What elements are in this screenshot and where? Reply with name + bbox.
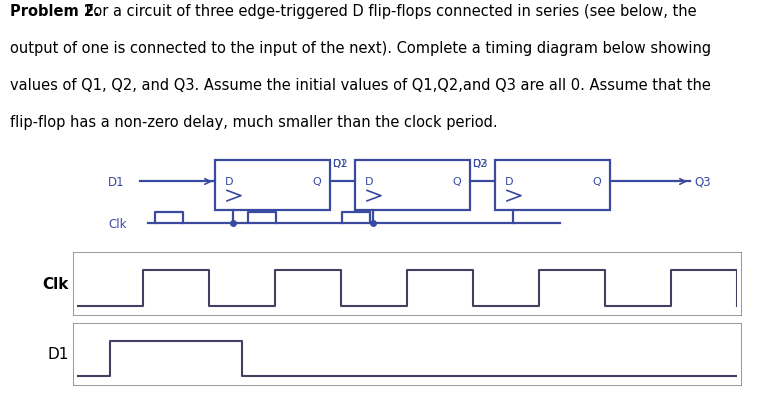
- Bar: [495, 161, 610, 211]
- Text: D: D: [225, 177, 233, 187]
- Text: For a circuit of three edge-triggered D flip-flops connected in series (see belo: For a circuit of three edge-triggered D …: [81, 4, 697, 19]
- Text: Q: Q: [452, 177, 461, 187]
- Bar: [215, 161, 330, 211]
- Text: D1: D1: [108, 176, 124, 188]
- Text: D2: D2: [333, 159, 348, 169]
- Text: Q2: Q2: [472, 159, 487, 169]
- Text: D: D: [365, 177, 373, 187]
- Text: flip-flop has a non-zero delay, much smaller than the clock period.: flip-flop has a non-zero delay, much sma…: [10, 115, 498, 130]
- Bar: [355, 161, 470, 211]
- Text: D: D: [505, 177, 514, 187]
- Text: output of one is connected to the input of the next). Complete a timing diagram : output of one is connected to the input …: [10, 41, 711, 56]
- Text: D3: D3: [473, 159, 488, 169]
- Text: Clk: Clk: [43, 276, 69, 292]
- Text: Clk: Clk: [108, 217, 127, 230]
- Text: values of Q1, Q2, and Q3. Assume the initial values of Q1,Q2,and Q3 are all 0. A: values of Q1, Q2, and Q3. Assume the ini…: [10, 78, 711, 93]
- Text: Q: Q: [312, 177, 321, 187]
- Text: Q: Q: [592, 177, 601, 187]
- Text: Problem 2.: Problem 2.: [10, 4, 100, 19]
- Text: D1: D1: [48, 346, 69, 362]
- Text: Q3: Q3: [694, 176, 710, 188]
- Text: Q1: Q1: [332, 159, 347, 169]
